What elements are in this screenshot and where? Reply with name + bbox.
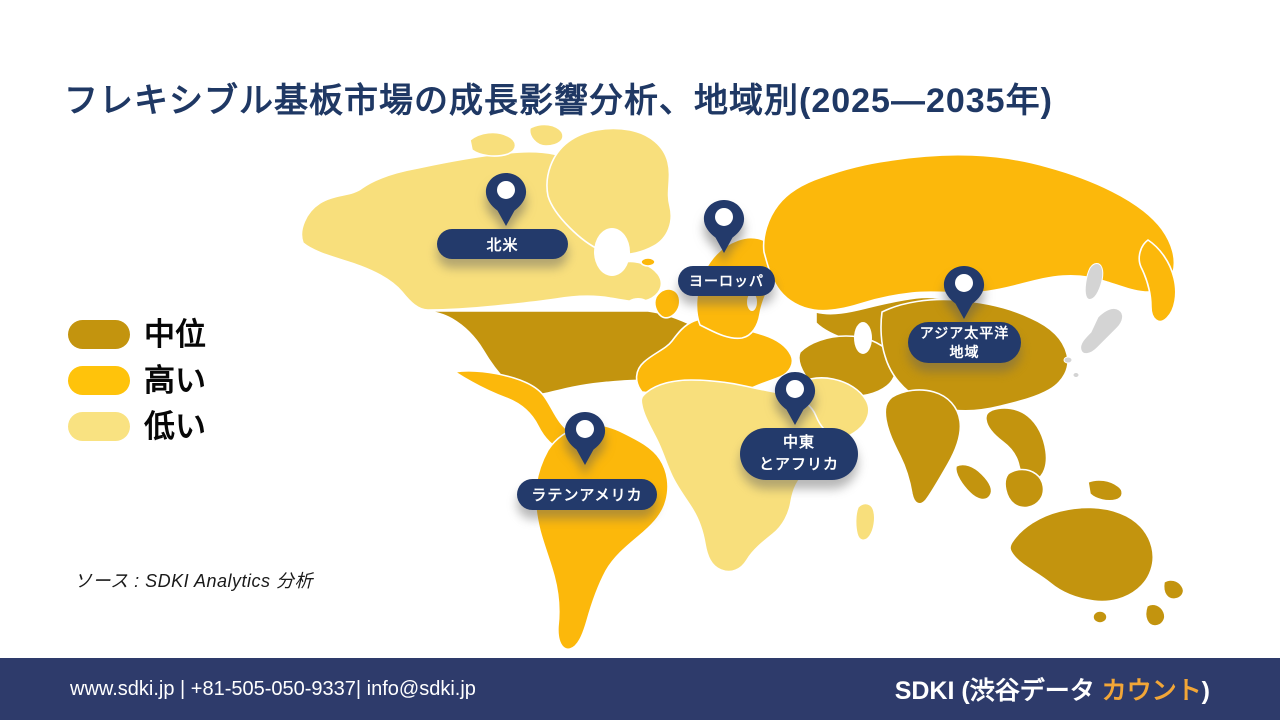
legend-item-high: 高い [68, 363, 206, 398]
footer-brand: SDKI (渋谷データ カウント) [894, 677, 1210, 705]
legend-swatch-medium [68, 320, 130, 349]
map-pin-middle-east-africa [773, 371, 817, 426]
legend: 中位 高い 低い [68, 317, 206, 458]
continent-latin-america [454, 370, 669, 650]
region-label-asia-pacific: アジア太平洋 地域 [908, 322, 1021, 363]
region-label-latin-america: ラテンアメリカ [517, 479, 657, 510]
legend-label-medium: 中位 [144, 317, 206, 352]
legend-item-low: 低い [68, 409, 206, 444]
region-japan [1063, 263, 1124, 378]
footer-brand-accent: カウント [1101, 677, 1202, 705]
legend-label-low: 低い [144, 409, 206, 444]
map-pin-europe [702, 199, 746, 254]
legend-label-high: 高い [144, 363, 206, 398]
map-pin-north-america [484, 172, 528, 227]
legend-item-medium: 中位 [68, 317, 206, 352]
region-label-middle-east-africa: 中東 とアフリカ [740, 428, 858, 480]
continent-oceania [954, 463, 1185, 627]
region-russia [762, 153, 1177, 323]
region-label-europe: ヨーロッパ [678, 266, 775, 296]
region-label-north-america: 北米 [437, 229, 568, 259]
footer-contact: www.sdki.jp | +81-505-050-9337| info@sdk… [70, 677, 476, 700]
legend-swatch-low [68, 412, 130, 441]
footer-bar: www.sdki.jp | +81-505-050-9337| info@sdk… [0, 658, 1280, 720]
map-pin-latin-america [563, 411, 607, 466]
legend-swatch-high [68, 366, 130, 395]
map-pin-asia-pacific [942, 265, 986, 320]
source-note: ソース : SDKI Analytics 分析 [74, 571, 313, 591]
page-title: フレキシブル基板市場の成長影響分析、地域別(2025—2035年) [64, 81, 1053, 120]
